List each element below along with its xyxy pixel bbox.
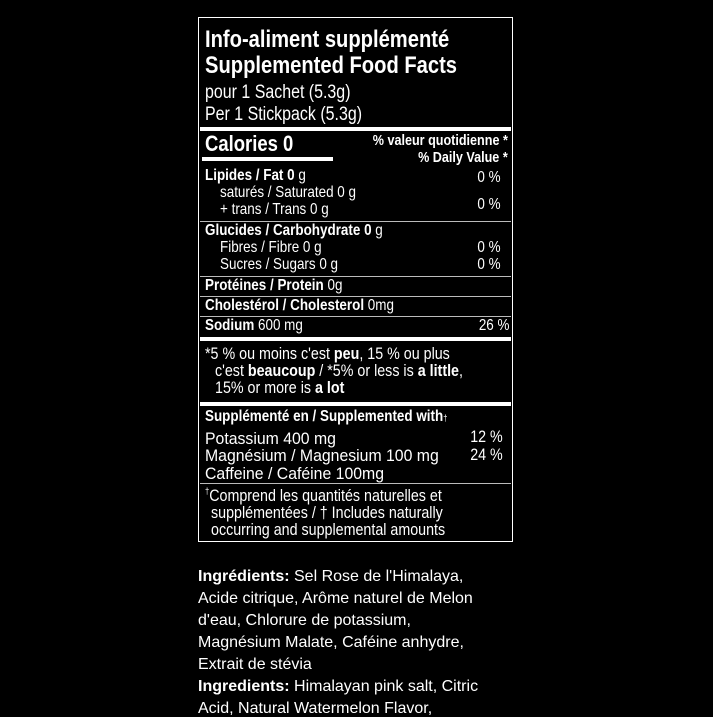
dv-header-en: % Daily Value *	[418, 149, 508, 166]
fibre-row: Fibres / Fibre 0 g	[220, 239, 322, 256]
footnote-bold: peu	[333, 344, 360, 363]
divider	[200, 483, 511, 484]
divider	[200, 221, 511, 222]
ingredients-en-line-2: Acid, Natural Watermelon Flavor,	[198, 700, 433, 717]
fat-label: Lipides / Fat 0	[205, 167, 295, 184]
carb-row: Glucides / Carbohydrate 0 g	[205, 223, 383, 239]
title-fr: Info-aliment supplémenté	[205, 26, 450, 53]
ingredients-fr-label: Ingrédients:	[198, 568, 290, 585]
sugars-row: Sucres / Sugars 0 g	[220, 256, 339, 273]
carb-label: Glucides / Carbohydrate 0	[205, 222, 372, 239]
magnesium-row: Magnésium / Magnesium 100 mg	[205, 446, 439, 465]
trans-row: + trans / Trans 0 g	[220, 201, 329, 218]
divider	[200, 296, 511, 297]
cholesterol-value: 0mg	[364, 297, 394, 314]
footnote-text: , 15 % ou plus	[359, 344, 450, 363]
potassium-dv: 12 %	[470, 427, 503, 446]
dagger-note-text: Comprend les quantités naturelles et	[209, 486, 442, 505]
divider	[200, 316, 511, 317]
footnote-line-3: 15% or more is a lot	[215, 379, 344, 396]
divider	[200, 337, 511, 341]
sat-trans-dv: 0 %	[477, 196, 501, 213]
dv-header-fr: % valeur quotidienne *	[372, 132, 508, 149]
ingredients-fr-line-2: Acide citrique, Arôme naturel de Melon	[198, 590, 473, 607]
supplemented-header-text: Supplémenté en / Supplemented with	[205, 408, 444, 425]
dagger-mark: †	[205, 486, 210, 496]
footnote-line-2: c'est beaucoup / *5% or less is a little…	[215, 362, 463, 379]
protein-value: 0g	[323, 277, 343, 294]
footnote-bold: beaucoup	[247, 361, 316, 380]
ingredients-fr-line-3: d'eau, Chlorure de potassium,	[198, 612, 411, 629]
dagger-mark: †	[443, 413, 448, 423]
protein-label: Protéines / Protein	[205, 277, 324, 294]
calories: Calories 0	[205, 131, 294, 156]
ingredients-en-line-1: Ingredients: Himalayan pink salt, Citric	[198, 679, 478, 695]
ingredients-text: Sel Rose de l'Himalaya,	[289, 568, 464, 585]
cholesterol-row: Cholestérol / Cholesterol 0mg	[205, 298, 394, 314]
ingredients-fr-line-5: Extrait de stévia	[198, 656, 312, 673]
sodium-value: 600 mg	[254, 317, 303, 334]
sodium-dv: 26 %	[478, 317, 509, 334]
footnote-line-1: *5 % ou moins c'est peu, 15 % ou plus	[205, 345, 450, 362]
caffeine-row: Caffeine / Caféine 100mg	[205, 464, 385, 483]
fibre-dv: 0 %	[477, 239, 501, 256]
protein-row: Protéines / Protein 0g	[205, 278, 342, 294]
sugars-dv: 0 %	[477, 256, 501, 273]
divider	[200, 276, 511, 277]
saturated-row: saturés / Saturated 0 g	[220, 184, 356, 201]
ingredients-fr-line-4: Magnésium Malate, Caféine anhydre,	[198, 634, 464, 651]
footnote-text: / *5% or less is	[315, 361, 418, 380]
footnote-text: 15% or more is	[215, 378, 315, 397]
potassium-row: Potassium 400 mg	[205, 429, 336, 448]
magnesium-dv: 24 %	[470, 445, 503, 464]
footnote-bold: a lot	[314, 378, 345, 397]
dagger-note-3: occurring and supplemental amounts	[211, 520, 446, 539]
fat-row: Lipides / Fat 0 g	[205, 168, 306, 184]
footnote-text: *5 % ou moins c'est	[205, 344, 334, 363]
serving-fr: pour 1 Sachet (5.3g)	[205, 82, 351, 103]
ingredients-en-label: Ingredients:	[198, 678, 290, 695]
footnote-text: c'est	[215, 361, 248, 380]
calories-underline	[202, 157, 333, 161]
dagger-note-2: supplémentées / † Includes naturally	[211, 503, 443, 522]
divider	[200, 402, 511, 406]
ingredients-text: Himalayan pink salt, Citric	[289, 678, 479, 695]
supplemented-header: Supplémenté en / Supplemented with†	[205, 409, 447, 425]
cholesterol-label: Cholestérol / Cholesterol	[205, 297, 365, 314]
ingredients-fr-line-1: Ingrédients: Sel Rose de l'Himalaya,	[198, 569, 463, 585]
fat-unit: g	[294, 167, 306, 184]
sodium-label: Sodium	[205, 317, 255, 334]
title-en: Supplemented Food Facts	[205, 52, 458, 79]
carb-unit: g	[371, 222, 383, 239]
fat-dv: 0 %	[477, 169, 501, 186]
serving-en: Per 1 Stickpack (5.3g)	[205, 104, 363, 125]
dagger-note-1: †Comprend les quantités naturelles et	[205, 486, 442, 505]
nutrition-facts-box	[198, 17, 513, 542]
sodium-row: Sodium 600 mg	[205, 318, 303, 334]
footnote-bold: a little	[417, 361, 459, 380]
divider	[200, 127, 511, 131]
footnote-text: ,	[458, 361, 463, 380]
